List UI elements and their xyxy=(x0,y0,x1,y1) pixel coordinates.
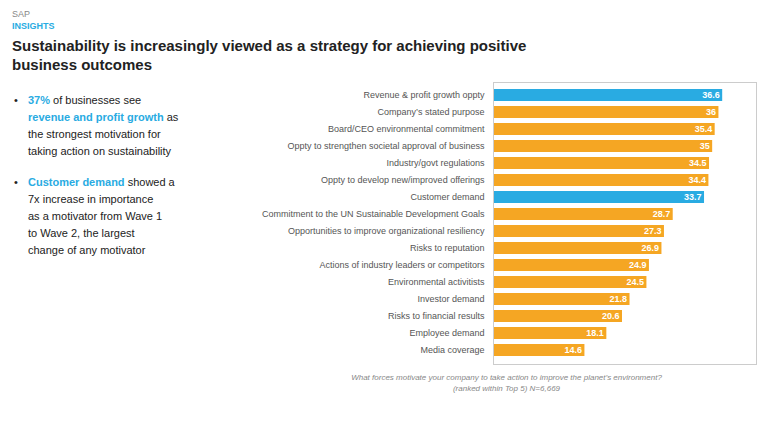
svg-text:Commitment to the UN Sustainab: Commitment to the UN Sustainable Develop… xyxy=(262,209,485,219)
html-text:(ranked within Top 5) N=6,669: (ranked within Top 5) N=6,669 xyxy=(452,384,560,393)
svg-text:34.5: 34.5 xyxy=(689,158,707,168)
svg-text:35.4: 35.4 xyxy=(695,124,713,134)
svg-text:35: 35 xyxy=(700,141,710,151)
svg-text:Employee demand: Employee demand xyxy=(409,328,484,338)
svg-text:28.7: 28.7 xyxy=(653,209,671,219)
html-text:change of any motivator: change of any motivator xyxy=(28,244,146,256)
html-text:What forces motivate your comp: What forces motivate your company to tak… xyxy=(351,373,662,382)
svg-text:21.8: 21.8 xyxy=(609,294,627,304)
svg-text:Actions of industry leaders or: Actions of industry leaders or competito… xyxy=(319,260,485,270)
svg-text:Media coverage: Media coverage xyxy=(420,345,484,355)
html-text:SAP: SAP xyxy=(12,9,30,19)
svg-text:Company’s stated purpose: Company’s stated purpose xyxy=(378,107,485,117)
html-text:revenue and profit growth as: revenue and profit growth as xyxy=(28,111,179,123)
svg-text:27.3: 27.3 xyxy=(644,226,662,236)
svg-text:Board/CEO environmental commit: Board/CEO environmental commitment xyxy=(328,124,485,134)
svg-text:Oppty to develop new/improved: Oppty to develop new/improved offerings xyxy=(321,175,485,185)
svg-text:24.9: 24.9 xyxy=(629,260,647,270)
svg-text:Opportunities to improve organ: Opportunities to improve organizational … xyxy=(288,226,485,236)
svg-text:33.7: 33.7 xyxy=(684,192,702,202)
svg-text:34.4: 34.4 xyxy=(688,175,706,185)
svg-text:Environmental activitists: Environmental activitists xyxy=(388,277,485,287)
svg-text:Risks to financial results: Risks to financial results xyxy=(388,311,485,321)
html-text:37% of businesses see: 37% of businesses see xyxy=(28,94,142,106)
html-text:INSIGHTS: INSIGHTS xyxy=(12,21,55,31)
svg-text:Customer demand: Customer demand xyxy=(410,192,484,202)
svg-text:36.6: 36.6 xyxy=(702,90,720,100)
svg-text:Investor demand: Investor demand xyxy=(417,294,484,304)
html-text:Sustainability is increasingly: Sustainability is increasingly viewed as… xyxy=(12,37,527,73)
svg-text:24.5: 24.5 xyxy=(626,277,644,287)
svg-text:Revenue & profit growth oppty: Revenue & profit growth oppty xyxy=(363,90,485,100)
svg-text:36: 36 xyxy=(706,107,716,117)
svg-text:18.1: 18.1 xyxy=(586,328,604,338)
svg-text:Risks to reputation: Risks to reputation xyxy=(410,243,485,253)
svg-text:Industry/govt regulations: Industry/govt regulations xyxy=(386,158,485,168)
html-text:to Wave 2, the largest: to Wave 2, the largest xyxy=(28,227,135,239)
svg-text:14.6: 14.6 xyxy=(564,345,582,355)
svg-text:26.9: 26.9 xyxy=(641,243,659,253)
svg-text:20.6: 20.6 xyxy=(602,311,620,321)
html-text:taking action on sustainabilit: taking action on sustainability xyxy=(28,145,172,157)
html-text:as a motivator from Wave 1: as a motivator from Wave 1 xyxy=(28,210,163,222)
html-text:Customer demand showed a: Customer demand showed a xyxy=(28,176,175,188)
svg-text:Oppty to strengthen societal a: Oppty to strengthen societal approval of… xyxy=(287,141,485,151)
html-text:the strongest motivation for: the strongest motivation for xyxy=(28,128,161,140)
html-text:7x increase in importance: 7x increase in importance xyxy=(28,193,154,205)
